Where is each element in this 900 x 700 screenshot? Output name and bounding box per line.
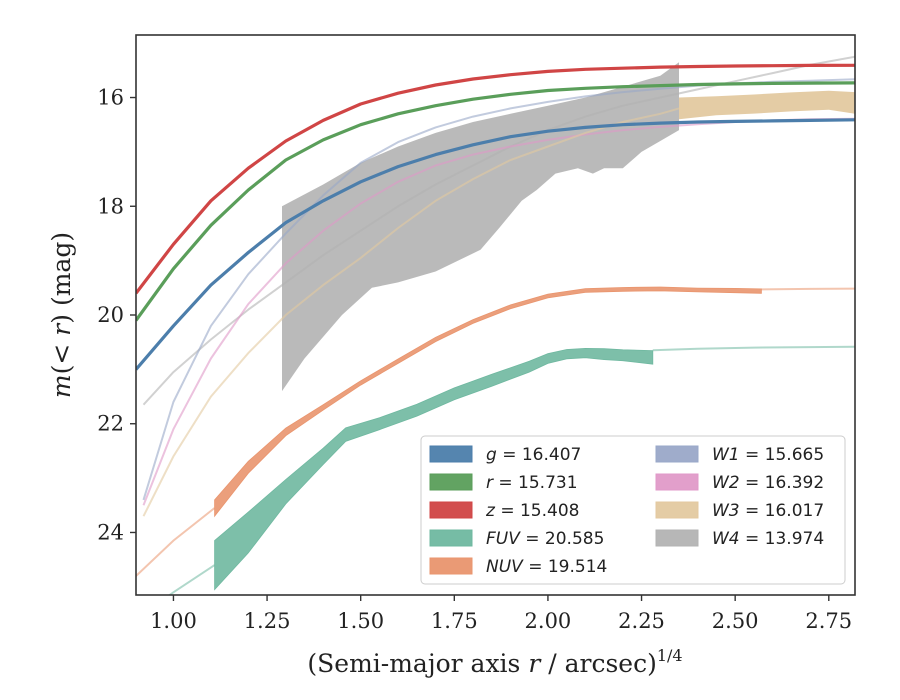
legend-label: W1 = 15.665 bbox=[712, 445, 824, 465]
legend-label-value: = 15.731 bbox=[493, 473, 578, 493]
x-axis-label-main: (Semi-major axis bbox=[307, 649, 528, 678]
x-axis-label-sup: 1/4 bbox=[657, 646, 683, 665]
legend-label-var: W4 bbox=[712, 529, 740, 549]
legend-swatch bbox=[429, 557, 473, 575]
x-ticks: 1.00 1.25 1.50 1.75 2.00 2.25 2.50 2.75 bbox=[150, 595, 852, 633]
series-g bbox=[136, 118, 855, 371]
legend-swatch bbox=[429, 529, 473, 547]
series-band bbox=[679, 90, 855, 120]
x-axis-label-var: r bbox=[528, 649, 542, 678]
series-tail bbox=[761, 287, 855, 291]
x-tick-label: 2.25 bbox=[618, 609, 665, 633]
x-tick-label: 2.75 bbox=[805, 609, 852, 633]
legend-swatch bbox=[429, 501, 473, 519]
legend-swatch bbox=[655, 473, 699, 491]
y-axis-label-open: ( bbox=[47, 365, 76, 375]
x-axis-label: (Semi-major axis r / arcsec)1/4 bbox=[307, 646, 682, 678]
y-tick-label: 18 bbox=[97, 194, 124, 218]
y-tick-label: 24 bbox=[97, 520, 124, 544]
x-tick-label: 1.50 bbox=[337, 609, 384, 633]
y-axis-label-var: m bbox=[47, 374, 76, 398]
y-axis-label-unit: (mag) bbox=[47, 232, 76, 314]
legend-label-var: g bbox=[486, 445, 497, 465]
series-tail bbox=[652, 345, 855, 352]
series-nuv bbox=[136, 286, 855, 577]
y-tick-label: 20 bbox=[97, 303, 124, 327]
legend-label-var: NUV bbox=[486, 557, 524, 577]
series-extension bbox=[136, 507, 216, 577]
legend-label: FUV = 20.585 bbox=[486, 529, 604, 549]
x-tick-label: 1.25 bbox=[244, 609, 291, 633]
series-extension bbox=[167, 564, 216, 595]
series-bands bbox=[136, 55, 855, 595]
legend-label-var: FUV bbox=[486, 529, 521, 549]
series-r bbox=[136, 81, 855, 322]
legend-label: W2 = 16.392 bbox=[712, 473, 824, 493]
y-ticks: 16 18 20 22 24 bbox=[97, 86, 136, 544]
legend-label-value: = 15.408 bbox=[495, 501, 580, 521]
legend-swatch bbox=[655, 501, 699, 519]
legend-label-var: r bbox=[486, 473, 494, 493]
legend-label-var: W3 bbox=[712, 501, 740, 521]
x-tick-label: 1.00 bbox=[150, 609, 197, 633]
legend-label: g = 16.407 bbox=[486, 445, 581, 465]
legend-swatch bbox=[655, 445, 699, 463]
legend-frame bbox=[420, 435, 846, 585]
legend-label-value: = 20.585 bbox=[520, 529, 605, 549]
legend-label: z = 15.408 bbox=[485, 501, 579, 521]
legend-swatch bbox=[655, 529, 699, 547]
series-band bbox=[282, 62, 679, 392]
x-tick-label: 2.00 bbox=[525, 609, 572, 633]
legend-label: r = 15.731 bbox=[486, 473, 578, 493]
y-axis-label-lt: < bbox=[47, 336, 76, 365]
legend-label-value: = 16.407 bbox=[497, 445, 582, 465]
legend-label: NUV = 19.514 bbox=[486, 557, 607, 577]
series-line bbox=[136, 63, 855, 295]
legend-label-value: = 15.665 bbox=[740, 445, 825, 465]
series-line bbox=[136, 81, 855, 322]
x-tick-label: 1.75 bbox=[431, 609, 478, 633]
legend-label-value: = 19.514 bbox=[523, 557, 608, 577]
legend-swatch bbox=[429, 473, 473, 491]
legend-swatch bbox=[429, 445, 473, 463]
legend-label-var: W1 bbox=[712, 445, 740, 465]
y-axis-label-close: ) bbox=[47, 314, 76, 324]
legend-label-var: z bbox=[485, 501, 496, 521]
legend-label: W4 = 13.974 bbox=[712, 529, 824, 549]
series-z bbox=[136, 63, 855, 295]
x-tick-label: 2.50 bbox=[712, 609, 759, 633]
y-axis-label-r: r bbox=[47, 322, 76, 336]
y-tick-label: 16 bbox=[97, 86, 124, 110]
legend-label-var: W2 bbox=[712, 473, 740, 493]
series-line bbox=[136, 118, 855, 371]
legend-label-value: = 13.974 bbox=[740, 529, 825, 549]
series-band bbox=[214, 347, 654, 591]
x-axis-label-rest: / arcsec) bbox=[540, 649, 657, 678]
y-axis-label: m(< r) (mag) bbox=[47, 232, 76, 398]
series-fuv bbox=[167, 345, 855, 595]
legend-label-value: = 16.017 bbox=[740, 501, 825, 521]
series-band bbox=[214, 286, 762, 518]
y-tick-label: 22 bbox=[97, 412, 124, 436]
legend-label: W3 = 16.017 bbox=[712, 501, 824, 521]
legend-label-value: = 16.392 bbox=[740, 473, 825, 493]
